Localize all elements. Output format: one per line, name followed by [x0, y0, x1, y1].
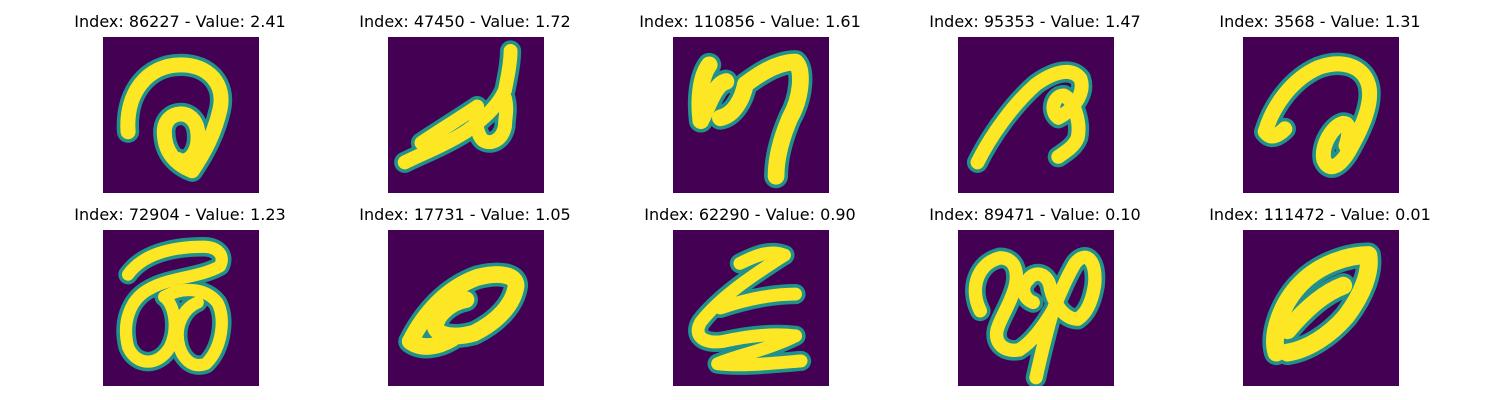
glyph-stroke — [692, 73, 735, 129]
image-panel-4: Index: 95353 - Value: 1.47 — [905, 0, 1165, 193]
glyph-stroke — [1029, 304, 1060, 385]
panel-title: Index: 3568 - Value: 1.31 — [1219, 12, 1421, 31]
handwritten-glyph-image — [1243, 230, 1399, 386]
panel-title: Index: 110856 - Value: 1.61 — [639, 12, 861, 31]
handwritten-glyph-image — [958, 37, 1114, 193]
glyph-stroke — [401, 330, 461, 355]
handwritten-glyph-image — [673, 230, 829, 386]
glyph-stroke — [711, 329, 808, 372]
glyph-stroke — [397, 43, 518, 170]
glyph-stroke — [401, 266, 525, 350]
glyph-stroke — [1257, 121, 1293, 144]
handwritten-glyph-image — [103, 37, 259, 193]
glyph-stroke — [1278, 276, 1353, 340]
glyph-stroke — [1266, 246, 1378, 362]
panel-title: Index: 17731 - Value: 1.05 — [359, 205, 571, 224]
image-panel-9: Index: 89471 - Value: 0.10 — [905, 193, 1165, 386]
handwritten-glyph-image — [1243, 37, 1399, 193]
image-panel-1: Index: 86227 - Value: 2.41 — [50, 0, 310, 193]
glyph-stroke — [968, 251, 1026, 357]
glyph-stroke — [1257, 56, 1378, 175]
panel-title: Index: 47450 - Value: 1.72 — [359, 12, 571, 31]
panel-title: Index: 95353 - Value: 1.47 — [929, 12, 1141, 31]
glyph-stroke — [121, 240, 228, 295]
image-panel-7: Index: 17731 - Value: 1.05 — [335, 193, 595, 386]
handwritten-glyph-image — [673, 37, 829, 193]
glyph-stroke — [158, 283, 228, 372]
image-panel-3: Index: 110856 - Value: 1.61 — [620, 0, 880, 193]
glyph-stroke — [713, 287, 802, 315]
panel-title: Index: 86227 - Value: 2.41 — [74, 12, 286, 31]
image-panel-10: Index: 111472 - Value: 0.01 — [1190, 193, 1450, 386]
panel-title: Index: 89471 - Value: 0.10 — [929, 205, 1141, 224]
glyph-stroke — [1016, 273, 1040, 310]
handwritten-glyph-image — [958, 230, 1114, 386]
glyph-stroke — [120, 57, 229, 179]
handwritten-glyph-image — [388, 37, 544, 193]
handwritten-glyph-image — [388, 230, 544, 386]
image-panel-2: Index: 47450 - Value: 1.72 — [335, 0, 595, 193]
panel-title: Index: 111472 - Value: 0.01 — [1209, 205, 1431, 224]
glyph-stroke — [970, 65, 1089, 170]
glyph-stroke — [737, 53, 809, 185]
glyph-stroke — [691, 248, 791, 349]
panel-title: Index: 72904 - Value: 1.23 — [74, 205, 286, 224]
image-panel-5: Index: 3568 - Value: 1.31 — [1190, 0, 1450, 193]
panel-title: Index: 62290 - Value: 0.90 — [644, 205, 856, 224]
glyph-stroke — [469, 91, 514, 150]
image-panel-8: Index: 62290 - Value: 0.90 — [620, 193, 880, 386]
handwritten-glyph-image — [103, 230, 259, 386]
image-panel-6: Index: 72904 - Value: 1.23 — [50, 193, 310, 386]
